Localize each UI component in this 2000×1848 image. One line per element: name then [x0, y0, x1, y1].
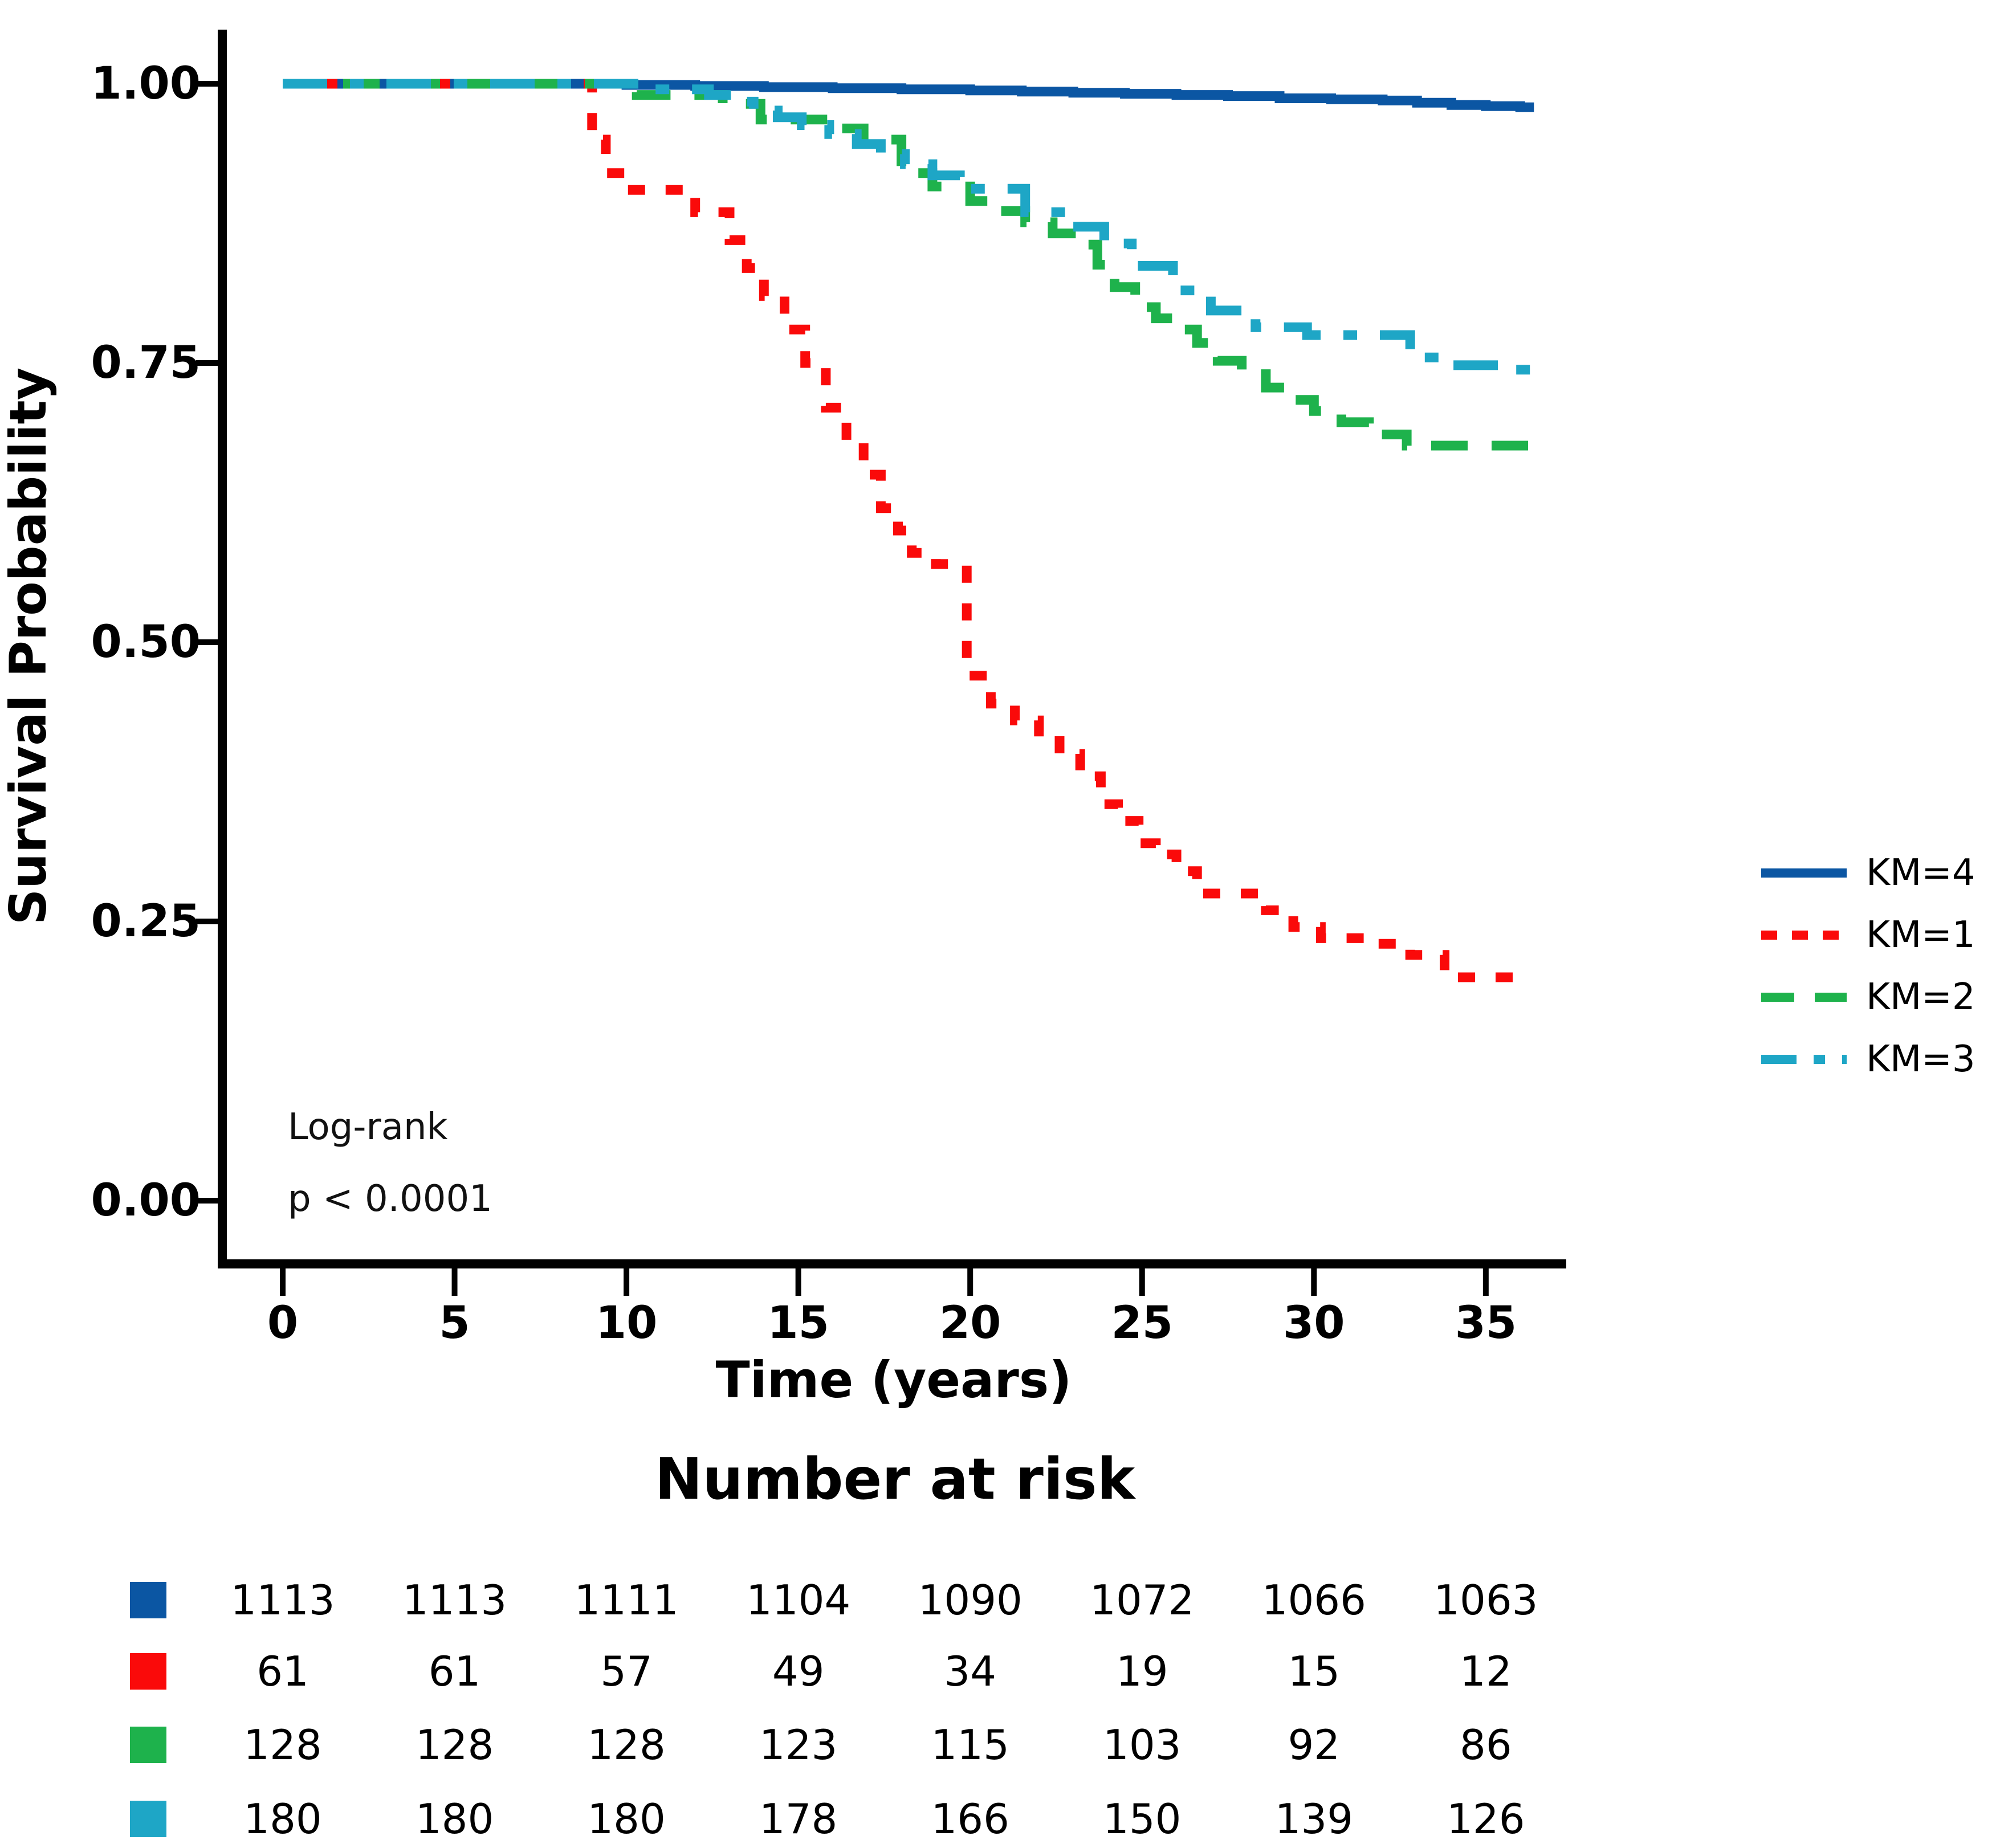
km-curve-KM-1	[283, 79, 1521, 982]
y-tick-label: 0.25	[91, 896, 201, 947]
risk-count: 1090	[918, 1576, 1023, 1624]
y-axis-title: Survival Probability	[0, 367, 58, 925]
x-tick-label: 5	[439, 1298, 470, 1349]
risk-count: 1066	[1261, 1576, 1366, 1624]
risk-count: 34	[944, 1647, 996, 1695]
axes-layer	[196, 30, 1566, 1296]
risk-row-color-swatch	[130, 1582, 166, 1618]
risk-count: 1113	[402, 1576, 507, 1624]
legend-key-lines	[1761, 868, 1847, 1064]
pvalue-label: p < 0.0001	[288, 1178, 492, 1220]
risk-count: 150	[1103, 1795, 1182, 1843]
y-tick-label: 0.00	[91, 1175, 201, 1226]
km-curve-KM-2	[283, 79, 1534, 451]
risk-count: 178	[759, 1795, 838, 1843]
risk-count: 1111	[574, 1576, 679, 1624]
x-tick-label: 25	[1111, 1298, 1174, 1349]
risk-count: 180	[415, 1795, 494, 1843]
risk-count: 49	[772, 1647, 825, 1695]
x-tick-label: 0	[267, 1298, 299, 1349]
x-tick-label: 10	[595, 1298, 658, 1349]
risk-count: 115	[931, 1721, 1009, 1769]
km-curves-layer	[283, 79, 1534, 982]
risk-count: 166	[931, 1795, 1009, 1843]
risk-count: 1072	[1090, 1576, 1195, 1624]
risk-count: 61	[428, 1647, 481, 1695]
risk-count: 92	[1288, 1721, 1341, 1769]
risk-count: 19	[1115, 1647, 1168, 1695]
risk-count: 180	[243, 1795, 322, 1843]
risk-count: 123	[759, 1721, 838, 1769]
risk-count: 12	[1460, 1647, 1512, 1695]
logrank-label: Log-rank	[288, 1106, 448, 1148]
x-tick-label: 20	[939, 1298, 1001, 1349]
legend-label: KM=3	[1866, 1038, 1975, 1080]
legend-label: KM=2	[1866, 976, 1975, 1018]
risk-count: 15	[1288, 1647, 1341, 1695]
risk-count: 57	[600, 1647, 653, 1695]
legend-label: KM=1	[1866, 914, 1975, 956]
y-tick-label: 0.75	[91, 337, 201, 389]
x-axis-title: Time (years)	[715, 1351, 1072, 1409]
km-curve-KM-4	[283, 79, 1534, 112]
risk-count: 1113	[230, 1576, 335, 1624]
risk-count: 180	[587, 1795, 666, 1843]
x-tick-label: 15	[767, 1298, 829, 1349]
risk-count: 128	[415, 1721, 494, 1769]
risk-count: 126	[1447, 1795, 1525, 1843]
risk-row-color-swatch	[130, 1801, 166, 1837]
y-tick-label: 0.50	[91, 617, 201, 668]
risk-row-color-swatch	[130, 1727, 166, 1763]
x-tick-label: 30	[1283, 1298, 1345, 1349]
risk-count: 1104	[746, 1576, 851, 1624]
risk-count: 128	[587, 1721, 666, 1769]
risk-count: 128	[243, 1721, 322, 1769]
risk-count: 61	[256, 1647, 309, 1695]
risk-count: 1063	[1433, 1576, 1538, 1624]
y-tick-label: 1.00	[91, 58, 201, 109]
risk-table-title: Number at risk	[654, 1446, 1135, 1512]
km-curve-KM-3	[283, 79, 1534, 375]
risk-count: 103	[1103, 1721, 1182, 1769]
risk-count: 86	[1460, 1721, 1512, 1769]
risk-row-color-swatch	[130, 1653, 166, 1690]
x-tick-label: 35	[1455, 1298, 1517, 1349]
legend-label: KM=4	[1866, 852, 1975, 894]
risk-count: 139	[1274, 1795, 1354, 1843]
